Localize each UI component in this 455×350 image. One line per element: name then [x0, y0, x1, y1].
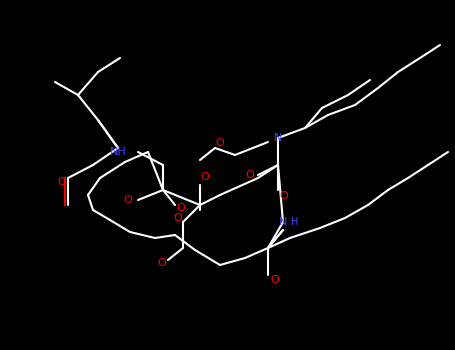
Text: O: O	[216, 138, 224, 148]
Text: O: O	[271, 275, 279, 285]
Text: N: N	[279, 217, 287, 227]
Text: O: O	[124, 195, 132, 205]
Text: H: H	[291, 217, 298, 227]
Text: NH: NH	[110, 147, 126, 157]
Text: O: O	[174, 213, 182, 223]
Text: O: O	[58, 177, 66, 187]
Text: N: N	[274, 133, 282, 143]
Text: O: O	[201, 172, 209, 182]
Text: O: O	[157, 258, 167, 268]
Text: O: O	[280, 191, 288, 201]
Text: O: O	[177, 203, 185, 213]
Text: O: O	[246, 170, 254, 180]
